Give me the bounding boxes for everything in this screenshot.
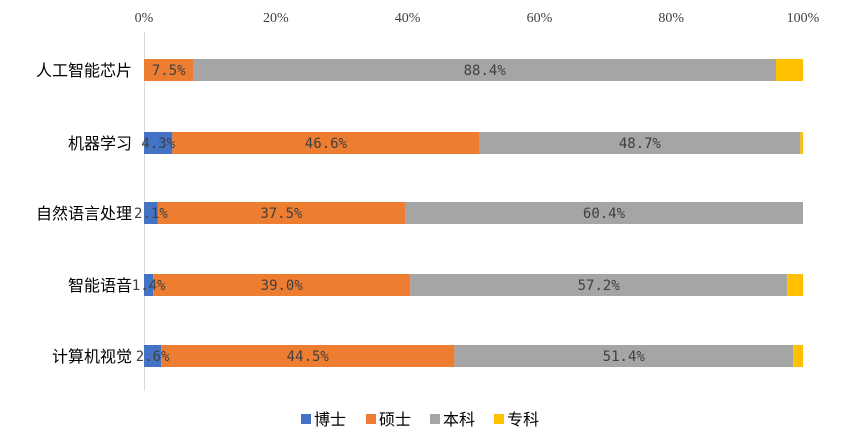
legend-label: 硕士 [379, 410, 411, 429]
data-label: 2.6% [136, 349, 170, 365]
legend-swatch [430, 414, 440, 424]
x-tick-label: 100% [787, 11, 820, 26]
bar-segment [793, 345, 803, 367]
bar-segment [775, 59, 803, 81]
category-label: 自然语言处理 [36, 204, 132, 223]
x-axis-ticks: 0% 20% 40% 60% 80% 100% [135, 11, 820, 26]
legend-swatch [301, 414, 311, 424]
data-label: 39.0% [261, 278, 304, 294]
x-tick-label: 60% [527, 11, 553, 26]
bar-segment [454, 345, 794, 367]
data-label: 4.3% [141, 136, 175, 152]
data-label: 48.7% [619, 136, 662, 152]
data-label: 57.2% [578, 278, 621, 294]
bar-segment [193, 59, 776, 81]
bar-segment [153, 274, 411, 296]
x-tick-label: 20% [263, 11, 289, 26]
category-label: 机器学习 [68, 134, 132, 153]
bar-segment [157, 202, 405, 224]
category-label: 计算机视觉 [52, 347, 132, 366]
bar-segment [787, 274, 803, 296]
data-label: 88.4% [464, 63, 507, 79]
bar-segment [144, 345, 162, 367]
data-label: 60.4% [583, 206, 626, 222]
bar-segment [479, 132, 801, 154]
bar-segment [161, 345, 455, 367]
bar-segment [172, 132, 480, 154]
data-label: 7.5% [152, 63, 186, 79]
bar-segment [144, 202, 158, 224]
bar-segment [144, 132, 173, 154]
bar-segment [800, 132, 803, 154]
legend-swatch [366, 414, 376, 424]
bar-segment [410, 274, 788, 296]
data-labels: 7.5% 88.4% 4.3% 46.6% 48.7% 2.1% 37.5% 60.4% 1.4… [132, 63, 662, 365]
category-label: 智能语音 [68, 276, 132, 295]
legend-label: 博士 [314, 410, 346, 429]
x-tick-label: 0% [135, 11, 154, 26]
bar-segment [144, 59, 194, 81]
data-label: 44.5% [287, 349, 330, 365]
data-label: 46.6% [305, 136, 348, 152]
legend-swatch [494, 414, 504, 424]
data-label: 1.4% [132, 278, 166, 294]
bar-segment [404, 202, 803, 224]
bars [144, 59, 803, 367]
x-tick-label: 40% [395, 11, 421, 26]
x-tick-label: 80% [658, 11, 684, 26]
legend-label: 本科 [443, 410, 475, 429]
legend: 博士 硕士 本科 专科 [301, 410, 539, 429]
legend-label: 专科 [507, 410, 539, 429]
data-label: 37.5% [260, 206, 303, 222]
data-label: 51.4% [603, 349, 646, 365]
bar-segment [144, 274, 154, 296]
data-label: 2.1% [134, 206, 168, 222]
category-label: 人工智能芯片 [36, 61, 132, 80]
